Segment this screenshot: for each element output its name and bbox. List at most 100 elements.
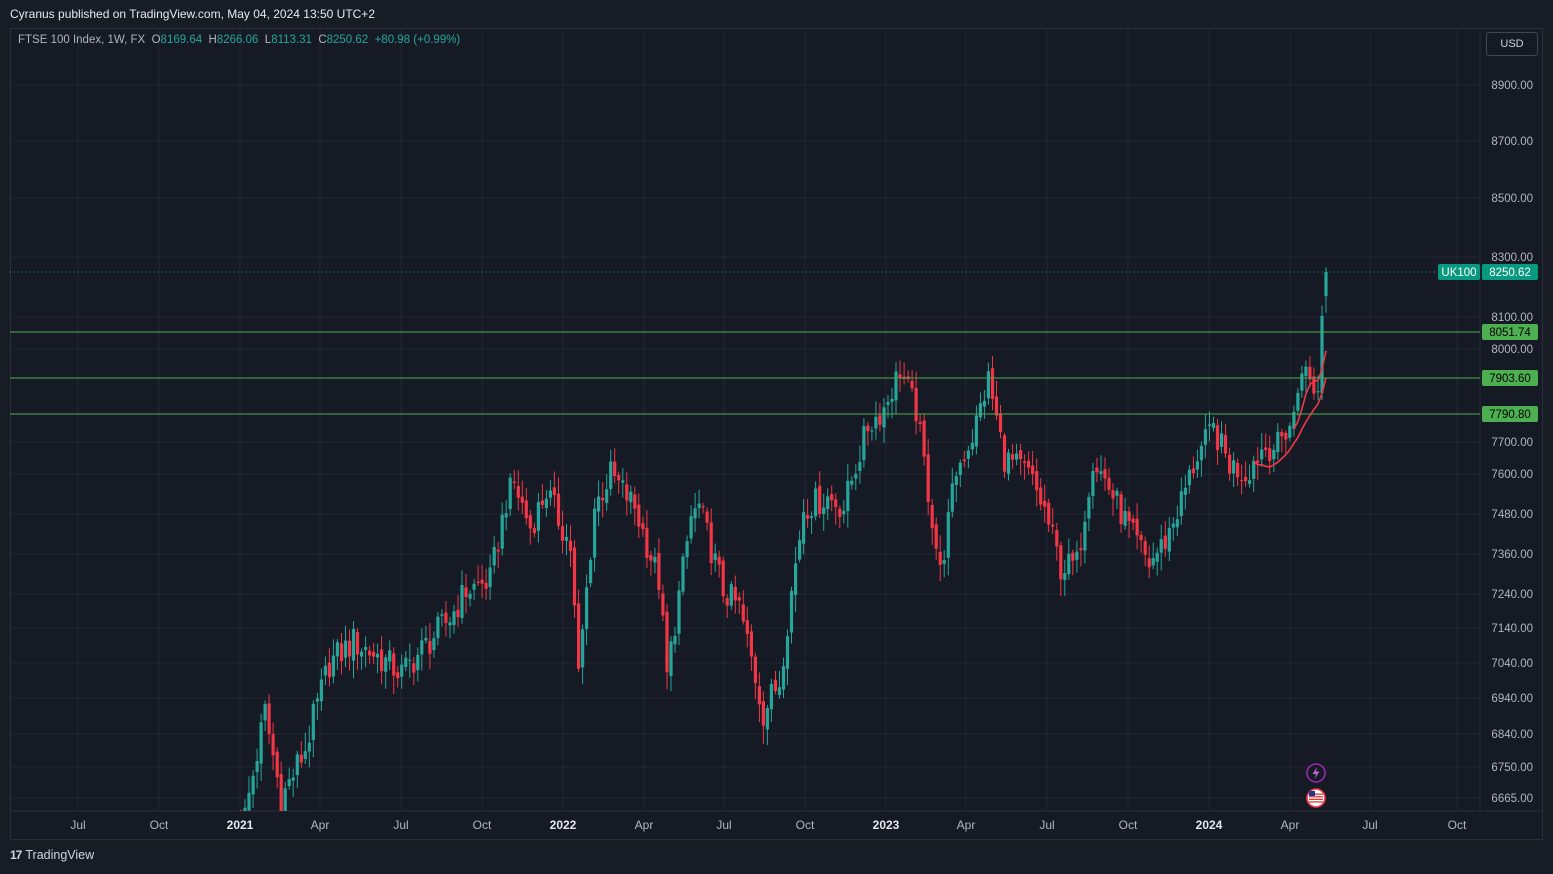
candle-body <box>343 640 348 658</box>
candle <box>1011 443 1015 469</box>
candle <box>1027 451 1031 475</box>
candle <box>842 499 846 524</box>
candle <box>1111 483 1115 516</box>
candle-body <box>854 473 858 479</box>
candle <box>693 492 697 533</box>
candle <box>1059 541 1063 596</box>
candle-body <box>1039 487 1043 505</box>
candle <box>1304 360 1308 393</box>
candle <box>910 370 914 392</box>
candle-body <box>428 640 432 654</box>
candle <box>331 639 335 684</box>
candle-body <box>1207 424 1212 426</box>
candle-body <box>1171 523 1175 528</box>
candle <box>436 612 440 646</box>
candle-body <box>1211 423 1216 428</box>
candle <box>368 645 372 664</box>
candle <box>874 401 878 440</box>
candle-body <box>810 516 814 519</box>
candle-body <box>1047 502 1051 525</box>
candle <box>396 665 400 688</box>
candle <box>540 483 544 509</box>
candle-body <box>1167 527 1171 552</box>
horizontal-levels <box>10 331 1480 415</box>
candle <box>360 648 364 670</box>
candle <box>878 403 882 432</box>
candle-body <box>802 512 806 544</box>
candle <box>701 503 705 514</box>
candle-body <box>785 636 790 669</box>
candle-body <box>798 540 802 560</box>
candle-body <box>733 586 737 601</box>
candle-body <box>745 620 749 634</box>
tradingview-logo[interactable]: 17 TradingView <box>10 848 94 862</box>
candle <box>456 594 460 627</box>
candle-body <box>890 398 894 402</box>
candle <box>689 505 693 544</box>
candle-body <box>544 498 548 509</box>
candle-body <box>934 524 938 549</box>
candle <box>898 360 902 392</box>
candle-body <box>834 499 838 508</box>
price-tick-label: 8900.00 <box>1491 80 1533 92</box>
candle-body <box>452 611 456 625</box>
candle-body <box>384 657 388 672</box>
candle-body <box>552 487 556 496</box>
candle <box>914 371 918 435</box>
candle-body <box>781 666 786 690</box>
candle <box>834 493 838 525</box>
candle <box>942 550 946 578</box>
candle <box>295 750 299 788</box>
candle-body <box>1183 487 1187 495</box>
candle-body <box>998 413 1003 432</box>
currency-button[interactable]: USD <box>1486 32 1538 56</box>
candle <box>902 362 906 385</box>
candle <box>343 625 348 667</box>
candle <box>532 522 536 538</box>
candle <box>1175 505 1179 537</box>
candle-body <box>315 698 319 702</box>
candle-body <box>460 585 464 618</box>
candle-body <box>741 604 745 622</box>
candle <box>769 678 773 722</box>
candle-body <box>496 549 500 552</box>
level-price-label-bg <box>1482 406 1538 422</box>
candle-body <box>484 582 488 589</box>
candle <box>468 590 472 607</box>
symbol-title[interactable]: FTSE 100 Index, 1W, FX <box>18 34 146 46</box>
candle <box>697 489 701 519</box>
candle <box>970 428 974 456</box>
time-tick-label: Oct <box>473 818 492 832</box>
candle-body <box>1087 496 1091 519</box>
candle <box>392 647 396 695</box>
time-tick-label: Apr <box>1281 818 1300 832</box>
price-chart[interactable]: 8900.00 8700.00 8500.00 8300.00 8100.00 8000.… <box>10 28 1543 840</box>
last-price-tag: 8250.62 <box>1489 267 1531 279</box>
candle-body <box>440 614 444 616</box>
candle-body <box>1099 471 1103 474</box>
candle-body <box>1195 461 1199 470</box>
candle <box>850 476 854 490</box>
candle-body <box>1075 551 1079 560</box>
candle <box>709 508 713 576</box>
candle-body <box>572 547 577 606</box>
candle-body <box>303 751 307 759</box>
candle-body <box>287 779 291 787</box>
time-tick-label: Jul <box>393 818 408 832</box>
candle-body <box>564 537 569 541</box>
candle <box>275 746 279 789</box>
candle-body <box>432 638 436 650</box>
us-flag-event-icon[interactable] <box>1306 788 1326 808</box>
candle <box>653 547 657 574</box>
candle <box>472 578 476 601</box>
candle <box>1171 517 1175 541</box>
candle-body <box>814 488 818 517</box>
tradingview-brand: TradingView <box>25 848 95 862</box>
lightning-event-icon[interactable] <box>1306 763 1326 783</box>
candle-body <box>548 490 552 498</box>
candle-body <box>681 556 685 592</box>
candle-body <box>757 686 761 705</box>
candle-body <box>1059 545 1063 580</box>
candle-body <box>601 497 605 501</box>
candle-body <box>331 655 335 677</box>
